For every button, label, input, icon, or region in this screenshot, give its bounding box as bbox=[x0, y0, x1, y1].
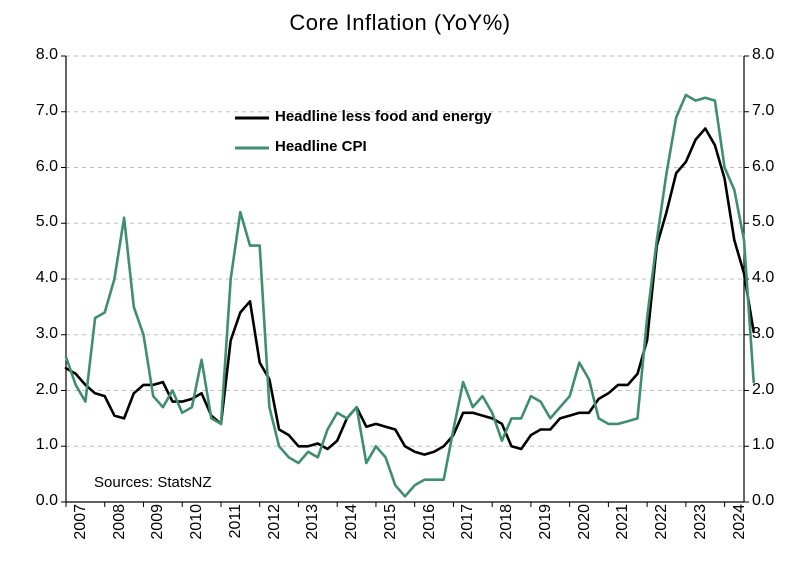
ytick-label-left: 0.0 bbox=[22, 492, 58, 510]
ytick-label-right: 5.0 bbox=[752, 213, 792, 231]
chart-svg bbox=[0, 0, 800, 588]
source-text: Sources: StatsNZ bbox=[94, 474, 212, 491]
xtick-label: 2017 bbox=[459, 504, 477, 554]
series-line-1 bbox=[66, 95, 754, 496]
ytick-label-right: 3.0 bbox=[752, 325, 792, 343]
ytick-label-right: 0.0 bbox=[752, 492, 792, 510]
ytick-label-left: 2.0 bbox=[22, 381, 58, 399]
ytick-label-left: 7.0 bbox=[22, 102, 58, 120]
xtick-label: 2009 bbox=[149, 504, 167, 554]
xtick-label: 2020 bbox=[576, 504, 594, 554]
xtick-label: 2016 bbox=[421, 504, 439, 554]
xtick-label: 2008 bbox=[111, 504, 129, 554]
ytick-label-left: 4.0 bbox=[22, 269, 58, 287]
core-inflation-chart: Core Inflation (YoY%)0.00.01.01.02.02.03… bbox=[0, 0, 800, 588]
xtick-label: 2012 bbox=[266, 504, 284, 554]
xtick-label: 2015 bbox=[382, 504, 400, 554]
ytick-label-right: 2.0 bbox=[752, 381, 792, 399]
ytick-label-left: 1.0 bbox=[22, 436, 58, 454]
xtick-label: 2018 bbox=[498, 504, 516, 554]
xtick-label: 2023 bbox=[692, 504, 710, 554]
xtick-label: 2019 bbox=[537, 504, 555, 554]
ytick-label-left: 5.0 bbox=[22, 213, 58, 231]
xtick-label: 2021 bbox=[614, 504, 632, 554]
xtick-label: 2013 bbox=[304, 504, 322, 554]
legend-label-0: Headline less food and energy bbox=[275, 108, 492, 125]
xtick-label: 2024 bbox=[731, 504, 749, 554]
ytick-label-right: 1.0 bbox=[752, 436, 792, 454]
xtick-label: 2014 bbox=[343, 504, 361, 554]
ytick-label-left: 8.0 bbox=[22, 46, 58, 64]
ytick-label-left: 6.0 bbox=[22, 158, 58, 176]
xtick-label: 2011 bbox=[227, 504, 245, 554]
xtick-label: 2007 bbox=[72, 504, 90, 554]
legend-label-1: Headline CPI bbox=[275, 138, 367, 155]
ytick-label-right: 6.0 bbox=[752, 158, 792, 176]
ytick-label-right: 7.0 bbox=[752, 102, 792, 120]
ytick-label-right: 4.0 bbox=[752, 269, 792, 287]
xtick-label: 2022 bbox=[653, 504, 671, 554]
ytick-label-right: 8.0 bbox=[752, 46, 792, 64]
xtick-label: 2010 bbox=[188, 504, 206, 554]
ytick-label-left: 3.0 bbox=[22, 325, 58, 343]
